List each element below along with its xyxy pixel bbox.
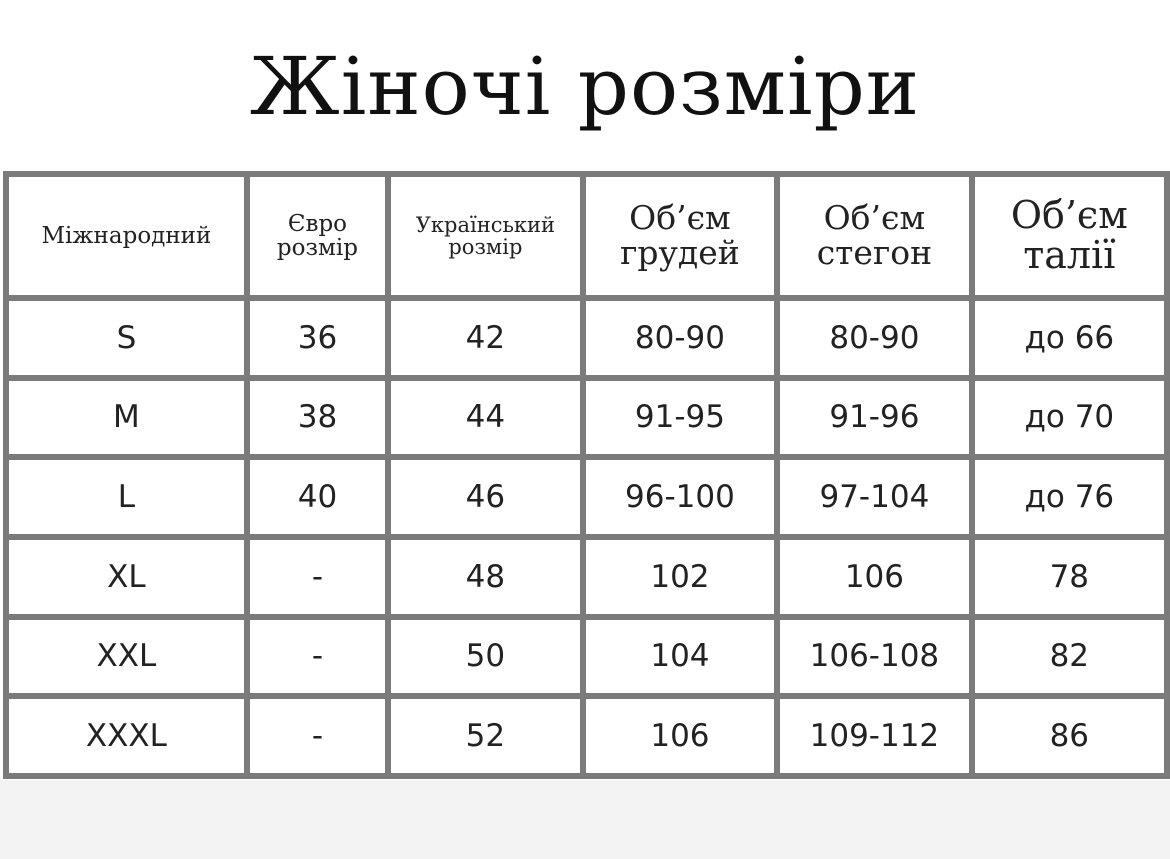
header-ukrainian: Український розмір xyxy=(385,171,586,301)
cell-hips: 106-108 xyxy=(774,613,975,700)
cell-ukrainian: 52 xyxy=(385,693,586,779)
cell-hips: 91-96 xyxy=(774,374,975,461)
cell-euro: - xyxy=(243,533,392,620)
table-row: XXXL -52 106 109-112 86 xyxy=(3,693,1170,779)
cell-waist: 82 xyxy=(968,613,1170,700)
cell-international: XXXL xyxy=(3,693,250,779)
table-row: XL -48 102 106 78 xyxy=(3,533,1170,620)
page-title: Жіночі розміри xyxy=(249,40,921,133)
cell-international: S xyxy=(3,295,250,381)
cell-waist: до 70 xyxy=(968,374,1170,461)
cell-euro: 40 xyxy=(243,454,392,540)
cell-euro: 36 xyxy=(243,295,392,381)
cell-ukrainian: 46 xyxy=(385,454,586,540)
cell-ukrainian: 50 xyxy=(385,613,586,700)
cell-chest: 96-100 xyxy=(579,454,781,540)
cell-chest: 102 xyxy=(579,533,781,620)
cell-international: XL xyxy=(3,533,250,620)
cell-ukrainian: 42 xyxy=(385,295,586,381)
table-row: M 38 44 91-95 91-96 до 70 xyxy=(3,374,1170,461)
cell-waist: 86 xyxy=(968,693,1170,779)
size-table: Міжнародний Євро розмір Український розм… xyxy=(3,171,1170,779)
cell-euro: 38 xyxy=(243,374,392,461)
header-international: Міжнародний xyxy=(3,171,250,301)
cell-ukrainian: 44 xyxy=(385,374,586,461)
cell-chest: 91-95 xyxy=(579,374,781,461)
table-row: XXL -50 104 106-108 82 xyxy=(3,613,1170,700)
header-chest: Об’єм грудей xyxy=(579,171,781,301)
table-row: S 36 42 80-90 80-90 до 66 xyxy=(3,295,1170,381)
cell-waist: 78 xyxy=(968,533,1170,620)
cell-hips: 80-90 xyxy=(774,295,975,381)
cell-international: L xyxy=(3,454,250,540)
cell-international: XXL xyxy=(3,613,250,700)
cell-hips: 97-104 xyxy=(774,454,975,540)
table-row: L 40 46 96-100 97-104 до 76 xyxy=(3,454,1170,540)
header-hips: Об’єм стегон xyxy=(774,171,975,301)
cell-waist: до 76 xyxy=(968,454,1170,540)
header-euro: Євро розмір xyxy=(243,171,392,301)
header-row: Міжнародний Євро розмір Український розм… xyxy=(3,171,1170,301)
cell-euro: - xyxy=(243,693,392,779)
cell-chest: 80-90 xyxy=(579,295,781,381)
cell-chest: 104 xyxy=(579,613,781,700)
cell-hips: 109-112 xyxy=(774,693,975,779)
cell-waist: до 66 xyxy=(968,295,1170,381)
cell-international: M xyxy=(3,374,250,461)
cell-chest: 106 xyxy=(579,693,781,779)
cell-euro: - xyxy=(243,613,392,700)
cell-ukrainian: 48 xyxy=(385,533,586,620)
header-waist: Об’єм талії xyxy=(968,171,1170,301)
cell-hips: 106 xyxy=(774,533,975,620)
